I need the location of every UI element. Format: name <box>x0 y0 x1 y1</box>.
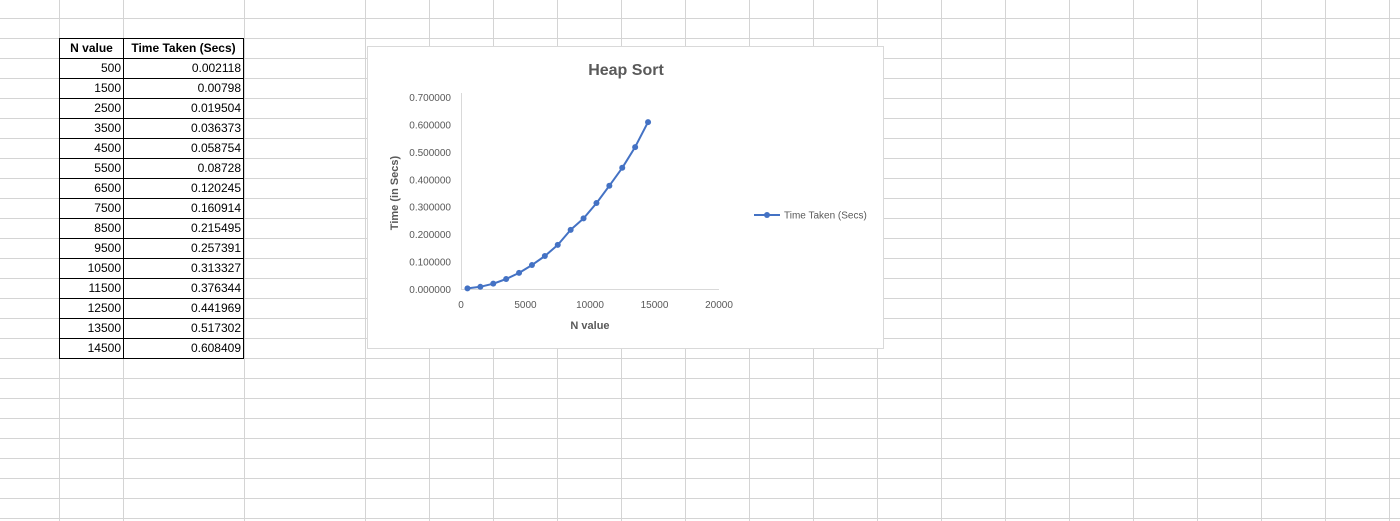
table-row: 500 0.002118 <box>59 58 244 79</box>
cell-time-taken[interactable]: 0.058754 <box>123 138 244 159</box>
table-row: 9500 0.257391 <box>59 238 244 259</box>
cell-n-value[interactable]: 14500 <box>59 338 124 359</box>
cell-n-value[interactable]: 1500 <box>59 78 124 99</box>
cell-time-taken[interactable]: 0.257391 <box>123 238 244 259</box>
chart-svg: Heap Sort 0.000000 0.100000 0.200000 0.30000… <box>389 62 867 332</box>
table-row: 3500 0.036373 <box>59 118 244 139</box>
table-header-row: N value Time Taken (Secs) <box>59 38 244 59</box>
cell-n-value[interactable]: 500 <box>59 58 124 79</box>
cell-n-value[interactable]: 3500 <box>59 118 124 139</box>
data-point <box>554 241 561 248</box>
cell-time-taken[interactable]: 0.608409 <box>123 338 244 359</box>
y-tick-label: 0.600000 <box>409 120 451 131</box>
table-row: 7500 0.160914 <box>59 198 244 219</box>
cell-time-taken[interactable]: 0.002118 <box>123 58 244 79</box>
data-point <box>645 119 652 126</box>
cell-n-value[interactable]: 9500 <box>59 238 124 259</box>
y-tick-label: 0.100000 <box>409 258 451 269</box>
table-row: 4500 0.058754 <box>59 138 244 159</box>
cell-time-taken[interactable]: 0.376344 <box>123 278 244 299</box>
x-tick-label: 15000 <box>641 300 669 311</box>
series-line <box>467 121 649 290</box>
y-tick-label: 0.000000 <box>409 285 451 296</box>
legend-marker <box>764 212 770 218</box>
table-row: 13500 0.517302 <box>59 318 244 339</box>
x-tick-label: 5000 <box>514 300 537 311</box>
table-row: 14500 0.608409 <box>59 338 244 359</box>
cell-n-value[interactable]: 13500 <box>59 318 124 339</box>
data-point <box>580 215 587 222</box>
cell-time-taken[interactable]: 0.215495 <box>123 218 244 239</box>
table-row: 1500 0.00798 <box>59 78 244 99</box>
data-point <box>606 182 613 189</box>
cell-time-taken[interactable]: 0.120245 <box>123 178 244 199</box>
table-row: 12500 0.441969 <box>59 298 244 319</box>
data-point <box>567 226 574 233</box>
y-tick-label: 0.700000 <box>409 93 451 104</box>
x-tick-label: 0 <box>458 300 464 311</box>
data-point <box>503 276 510 283</box>
data-point <box>528 262 535 269</box>
data-table: N value Time Taken (Secs) 500 0.002118 150… <box>59 38 244 359</box>
cell-time-taken[interactable]: 0.08728 <box>123 158 244 179</box>
table-row: 5500 0.08728 <box>59 158 244 179</box>
y-tick-label: 0.500000 <box>409 148 451 159</box>
cell-n-value[interactable]: 4500 <box>59 138 124 159</box>
cell-n-value[interactable]: 5500 <box>59 158 124 179</box>
data-point <box>619 164 626 171</box>
data-point <box>541 253 548 260</box>
y-tick-label: 0.200000 <box>409 230 451 241</box>
data-point <box>632 144 639 151</box>
table-row: 6500 0.120245 <box>59 178 244 199</box>
cell-time-taken[interactable]: 0.036373 <box>123 118 244 139</box>
x-tick-label: 20000 <box>705 300 733 311</box>
x-axis-title: N value <box>570 320 609 332</box>
header-n-value[interactable]: N value <box>59 38 124 59</box>
cell-time-taken[interactable]: 0.019504 <box>123 98 244 119</box>
cell-n-value[interactable]: 10500 <box>59 258 124 279</box>
y-axis-title: Time (in Secs) <box>389 155 401 230</box>
table-row: 10500 0.313327 <box>59 258 244 279</box>
cell-time-taken[interactable]: 0.313327 <box>123 258 244 279</box>
cell-time-taken[interactable]: 0.441969 <box>123 298 244 319</box>
cell-n-value[interactable]: 7500 <box>59 198 124 219</box>
data-point <box>593 200 600 207</box>
chart-title: Heap Sort <box>588 62 664 79</box>
cell-n-value[interactable]: 12500 <box>59 298 124 319</box>
data-point <box>477 283 484 290</box>
cell-time-taken[interactable]: 0.160914 <box>123 198 244 219</box>
cell-n-value[interactable]: 2500 <box>59 98 124 119</box>
x-tick-label: 10000 <box>576 300 604 311</box>
cell-n-value[interactable]: 11500 <box>59 278 124 299</box>
header-time-taken[interactable]: Time Taken (Secs) <box>123 38 244 59</box>
table-row: 2500 0.019504 <box>59 98 244 119</box>
data-point <box>464 285 471 292</box>
y-tick-label: 0.400000 <box>409 175 451 186</box>
chart[interactable]: Heap Sort 0.000000 0.100000 0.200000 0.30000… <box>367 46 884 349</box>
y-tick-label: 0.300000 <box>409 203 451 214</box>
table-row: 8500 0.215495 <box>59 218 244 239</box>
data-point <box>516 269 523 276</box>
legend-label: Time Taken (Secs) <box>784 211 867 222</box>
table-row: 11500 0.376344 <box>59 278 244 299</box>
cell-time-taken[interactable]: 0.517302 <box>123 318 244 339</box>
cell-n-value[interactable]: 8500 <box>59 218 124 239</box>
data-point <box>490 280 497 287</box>
cell-n-value[interactable]: 6500 <box>59 178 124 199</box>
cell-time-taken[interactable]: 0.00798 <box>123 78 244 99</box>
